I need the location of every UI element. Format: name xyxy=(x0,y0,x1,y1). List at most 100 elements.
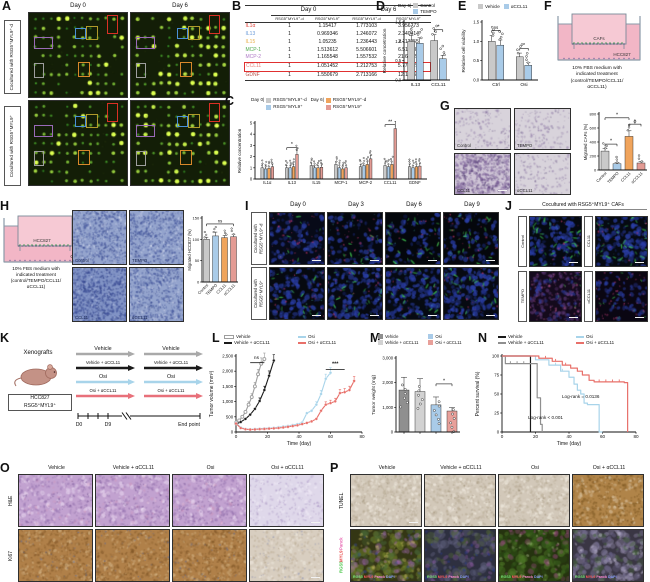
legend-label: Osi xyxy=(586,334,593,339)
chart-text: Time (day) xyxy=(287,441,312,447)
chart-shape xyxy=(488,41,496,81)
chart-shape xyxy=(403,392,407,396)
legend-item: Osi + αCCL11 xyxy=(428,340,464,345)
h-caption-line: (control/TEMPO/CCL11/ xyxy=(10,278,62,284)
legend-swatch xyxy=(325,104,331,110)
legend-swatch xyxy=(224,341,232,344)
chart-text: 0.5 xyxy=(473,58,480,63)
scale-bar xyxy=(635,316,644,318)
overlay-DAPI: DAPI xyxy=(459,575,469,580)
legend-prefix: Day 6| xyxy=(398,3,412,8)
panel-m: M Vehicle Osi Vehicle + αCCL11 Osi + αCCL11… xyxy=(368,332,468,462)
micrograph-image xyxy=(328,268,382,319)
scale-bar xyxy=(428,259,437,261)
chart-shape xyxy=(128,393,135,399)
chart-text: * xyxy=(437,24,439,30)
panel-k: K Xenografts HCC827 RSG5⁺MYL9⁺ Vehicle Ve… xyxy=(0,332,206,462)
j-label-box-tempo: TEMPO xyxy=(518,271,527,322)
chart-shape xyxy=(314,403,318,407)
chart-text: 0 xyxy=(391,430,394,435)
overlay-RGS5: RGS5 xyxy=(427,575,437,580)
legend-label: RSG5⁺MYL9⁺-d xyxy=(273,97,307,102)
legend-swatch xyxy=(428,334,434,339)
legend-swatch xyxy=(325,97,331,103)
tumor-volume-chart: 0 500 1,000 1,500 2,000 2,500 0 20 40 60 80 Time (d… xyxy=(209,352,365,447)
panel-j: J Cocultured with RSG5⁺MYL9⁺ CAFs Contro… xyxy=(505,200,650,332)
chart-shape xyxy=(270,158,273,161)
chart-shape xyxy=(403,396,406,400)
chart-shape xyxy=(14,377,22,387)
scale-bar xyxy=(312,314,321,316)
coculture-fluorescence-image xyxy=(269,212,325,265)
micrograph-image xyxy=(29,101,127,185)
chart-shape xyxy=(525,55,528,58)
chart-text: 0.0 xyxy=(395,78,402,83)
chart-shape xyxy=(19,244,21,246)
chart-shape xyxy=(310,157,313,160)
cell-value: 2.713166 xyxy=(346,71,387,81)
legend-swatch xyxy=(224,334,234,339)
chart-text: End point xyxy=(178,422,200,428)
chart-shape xyxy=(295,154,299,180)
chart-shape xyxy=(289,159,292,162)
micrograph-image xyxy=(96,475,169,526)
chart-shape xyxy=(416,407,420,410)
chart-shape xyxy=(408,166,412,180)
chart-shape xyxy=(414,160,417,163)
chart-shape xyxy=(43,244,45,246)
row-name: IL13 xyxy=(245,31,256,38)
chart-text: D0 xyxy=(76,422,83,428)
panel-n-label: N xyxy=(478,331,488,345)
survival-chart: 0 25 50 75 100 0 20 40 60 80 Time (day) Percent sur… xyxy=(475,354,639,448)
transwell-diagram-f: CAFs HCC827 xyxy=(557,13,641,61)
chart-shape xyxy=(313,160,316,163)
chart-text: Migrated HCC827 (%) xyxy=(187,229,192,271)
chart-shape xyxy=(502,355,543,432)
panel-l: L Vehicle Osi Vehicle + αCCL11 Osi + αCCL11… xyxy=(206,332,368,462)
chart-shape xyxy=(367,156,369,159)
cell-value: 1.15417 xyxy=(318,23,337,30)
chart-shape xyxy=(502,355,629,432)
coculture-fluorescence-image xyxy=(443,212,499,265)
image-label: CCL11 xyxy=(75,314,89,320)
micrograph-image xyxy=(425,530,495,581)
micrograph-image xyxy=(530,272,581,321)
chart-shape xyxy=(262,357,267,361)
chart-shape xyxy=(360,163,363,166)
chart-shape xyxy=(502,355,603,433)
chart-shape xyxy=(358,166,362,180)
chart-text: 1 xyxy=(250,165,253,170)
cell-value: 1.051452 xyxy=(308,62,347,72)
chart-shape xyxy=(420,398,424,401)
chart-shape xyxy=(261,164,264,167)
micrograph-image xyxy=(455,154,510,194)
chart-shape xyxy=(35,244,37,246)
chart-text: MCP-1 xyxy=(334,180,348,185)
cell-line-box: HCC827 RSG5⁺MYL9⁺ xyxy=(8,394,72,411)
micrograph-image xyxy=(444,213,498,264)
chart-text: 2 xyxy=(250,154,253,159)
panel-p: P Vehicle Vehicle + αCCL11 Osi Osi + αCC… xyxy=(330,462,650,582)
chart-text: Log-rank < 0.001 xyxy=(528,415,563,420)
chart-shape xyxy=(637,157,641,160)
chart-shape xyxy=(235,380,355,431)
chart-shape xyxy=(285,164,287,166)
chart-shape xyxy=(502,355,532,432)
chart-shape xyxy=(416,43,424,81)
chart-shape xyxy=(490,25,494,29)
row-name: GDNF xyxy=(244,71,271,81)
chart-text: 50 xyxy=(195,258,200,263)
chart-shape xyxy=(441,44,445,48)
legend-label: Osi xyxy=(435,334,442,339)
chart-text: ns xyxy=(254,356,260,361)
cell-value: 1 xyxy=(288,38,291,45)
chart-text: HCC827 xyxy=(613,52,631,57)
chart-shape xyxy=(334,164,338,180)
chart-shape xyxy=(310,419,314,423)
a-header-day6: Day 6 xyxy=(172,3,188,9)
scale-bar xyxy=(312,259,321,261)
chart-shape xyxy=(341,168,345,180)
cell-value: 1.557532 xyxy=(356,54,377,61)
micrograph-image xyxy=(130,268,183,321)
chart-shape xyxy=(362,157,365,159)
